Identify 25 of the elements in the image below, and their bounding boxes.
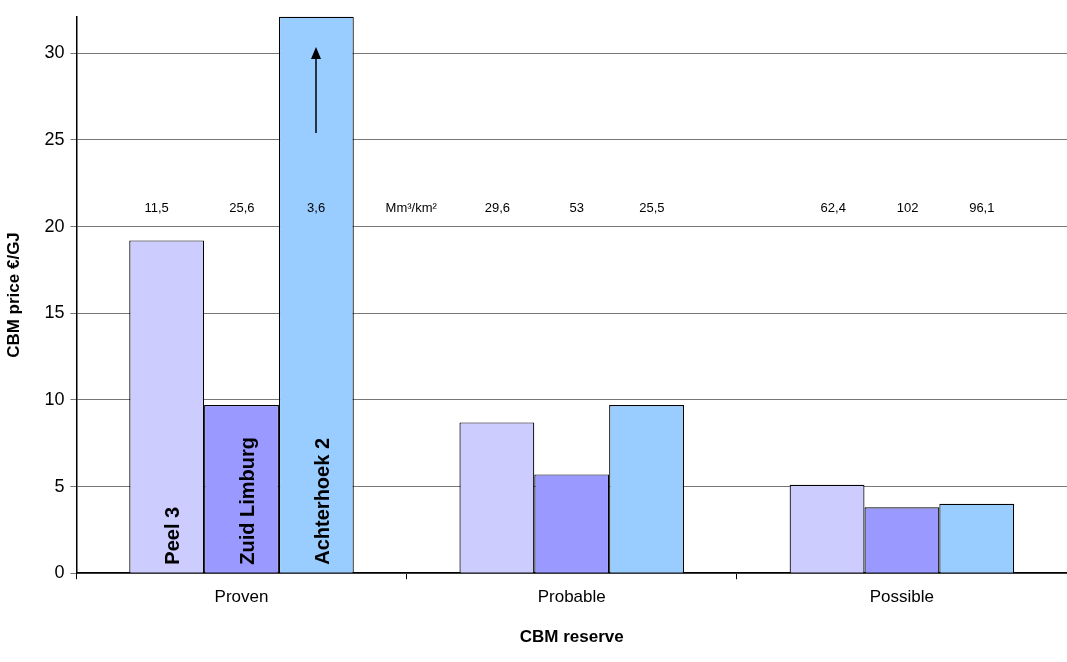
y-tick-label: 25 (44, 128, 65, 149)
annotation: 29,6 (484, 199, 511, 215)
y-tick-label: 20 (44, 215, 65, 236)
y-axis-title: CBM price €/GJ (3, 232, 23, 358)
annotation: 96,1 (969, 199, 995, 215)
annotation: 62,4 (820, 199, 846, 215)
x-tick-label: Proven (214, 587, 269, 607)
y-tick-label: 0 (54, 562, 65, 583)
series-label: Achterhoek 2 (310, 437, 333, 565)
annotation: 53 (569, 199, 584, 215)
y-tick-label: 5 (54, 475, 65, 496)
y-tick-label: 15 (44, 302, 65, 323)
annotation: Mm³/km² (385, 199, 438, 215)
annotation: 25,6 (229, 199, 255, 215)
annotation: 102 (896, 199, 919, 215)
x-tick-label: Possible (869, 587, 935, 607)
series-label: Peel 3 (161, 506, 184, 565)
annotation: 11,5 (144, 199, 169, 215)
annotation: 3,6 (307, 199, 326, 215)
annotation: 25,5 (639, 199, 665, 215)
x-axis-title: CBM reserve (519, 627, 624, 647)
series-label: Zuid Limburg (236, 436, 259, 565)
y-tick-label: 30 (44, 42, 65, 63)
y-tick-label: 10 (44, 388, 65, 409)
x-tick-label: Probable (537, 587, 606, 607)
